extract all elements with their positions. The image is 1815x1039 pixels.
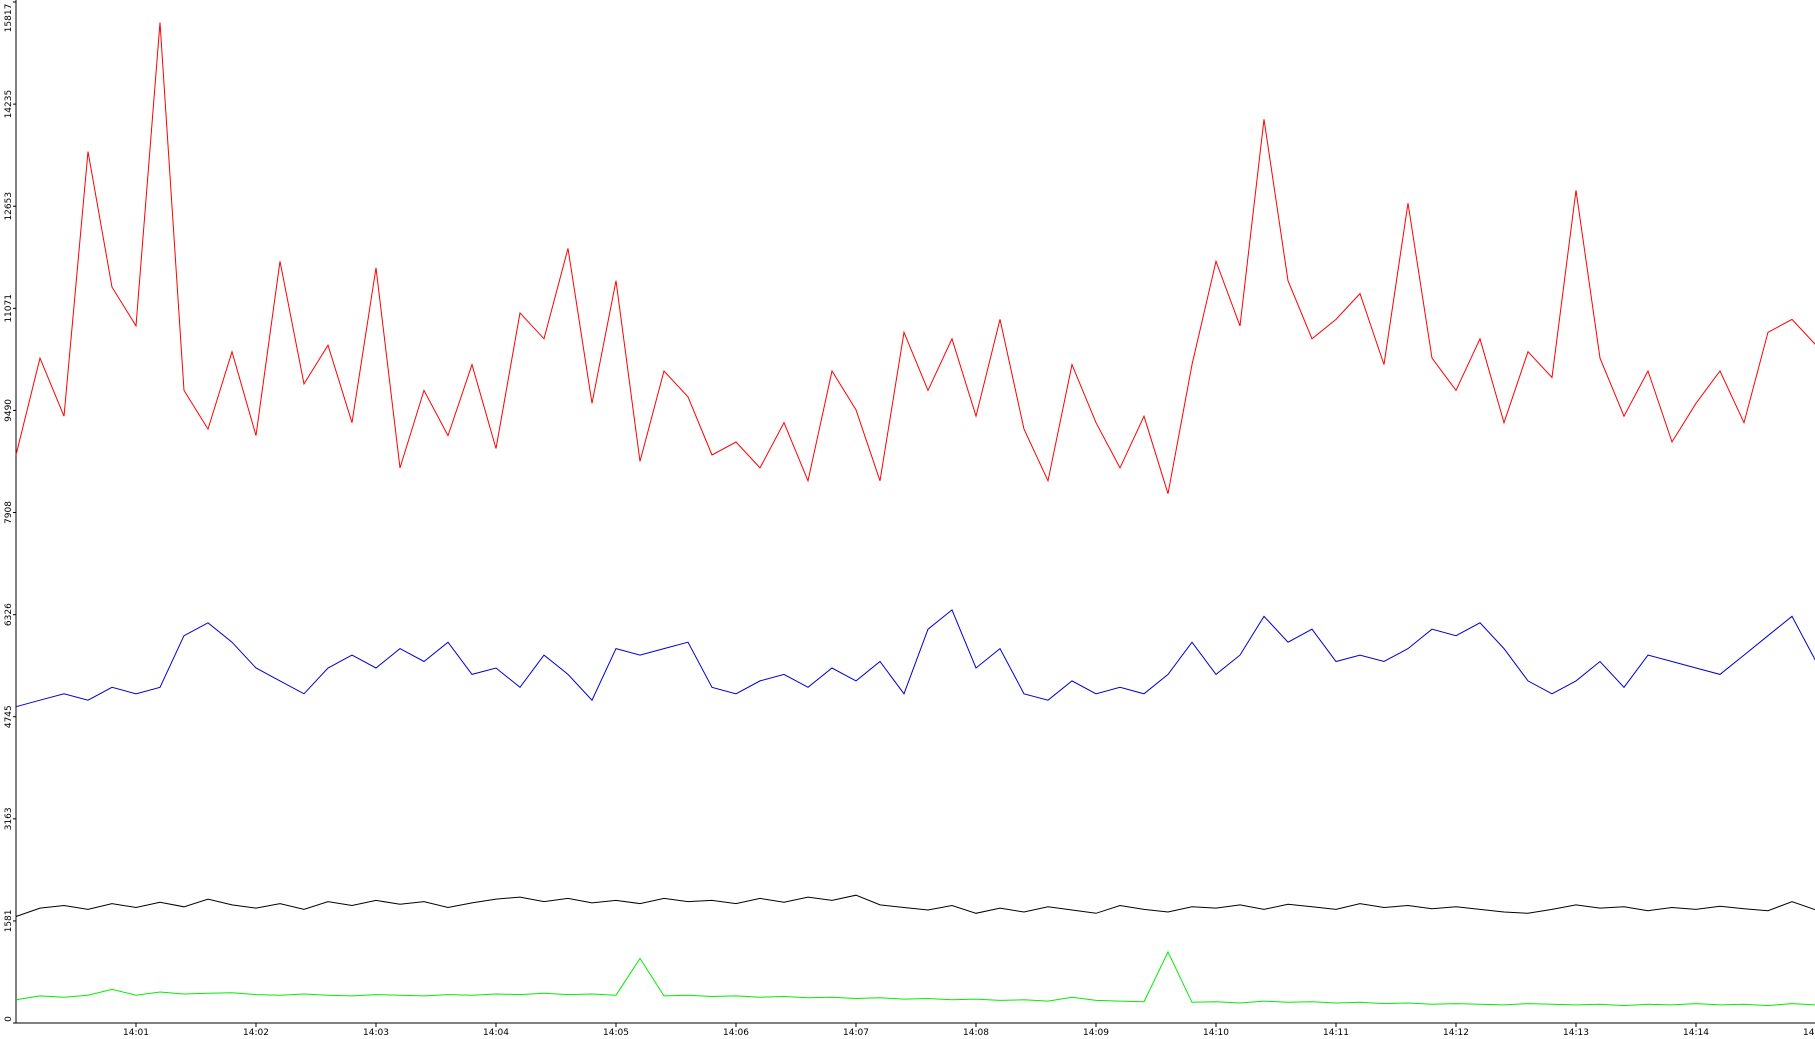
series-line: [15, 22, 1815, 494]
y-tick-label: 0: [4, 1016, 14, 1022]
y-tick-label: 11071: [4, 294, 14, 323]
y-tick-label: 4745: [4, 705, 14, 728]
y-tick-label: 3163: [4, 807, 14, 830]
x-tick-label: 14:15: [1803, 1028, 1815, 1038]
x-tick-label: 14:06: [723, 1028, 749, 1038]
y-tick-label: 7908: [4, 501, 14, 524]
y-tick-label: 15817: [4, 4, 14, 33]
x-tick-label: 14:12: [1443, 1028, 1469, 1038]
y-tick-label: 6326: [4, 603, 14, 626]
y-tick-label: 12653: [4, 192, 14, 221]
x-tick-label: 14:01: [123, 1028, 149, 1038]
x-tick-label: 14:14: [1683, 1028, 1709, 1038]
x-tick-label: 14:04: [483, 1028, 509, 1038]
x-tick-label: 14:07: [843, 1028, 869, 1038]
y-tick-label: 1581: [4, 909, 14, 932]
series-line: [15, 609, 1815, 708]
series-line: [15, 950, 1815, 1007]
series-line: [15, 894, 1815, 917]
x-tick-label: 14:11: [1323, 1028, 1349, 1038]
y-tick-label: 14235: [4, 90, 14, 119]
x-tick-label: 14:08: [963, 1028, 989, 1038]
x-tick-label: 14:09: [1083, 1028, 1109, 1038]
x-tick-label: 14:13: [1563, 1028, 1589, 1038]
x-tick-label: 14:03: [363, 1028, 389, 1038]
y-tick-label: 9490: [4, 399, 14, 422]
x-tick-label: 14:02: [243, 1028, 269, 1038]
x-tick-label: 14:10: [1203, 1028, 1229, 1038]
x-tick-label: 14:05: [603, 1028, 629, 1038]
